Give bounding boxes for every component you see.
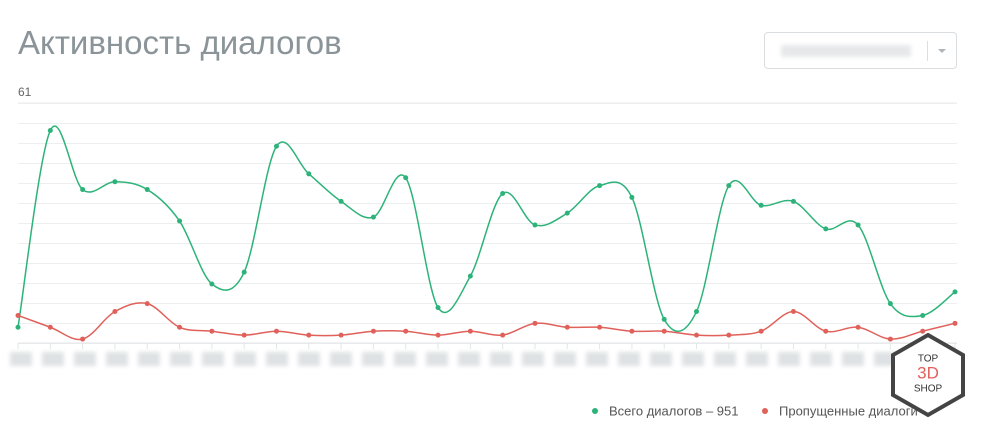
logo: TOP 3D SHOP bbox=[891, 332, 965, 418]
data-point bbox=[47, 128, 53, 134]
legend-label: Пропущенные диалоги bbox=[779, 403, 918, 418]
data-point bbox=[467, 273, 473, 279]
data-point bbox=[15, 312, 21, 318]
series-line bbox=[17, 302, 956, 341]
data-point bbox=[532, 320, 538, 326]
data-point bbox=[80, 187, 86, 193]
data-point bbox=[15, 324, 21, 330]
data-point bbox=[694, 332, 700, 338]
data-point bbox=[209, 328, 215, 334]
data-point bbox=[500, 332, 506, 338]
data-point bbox=[435, 332, 441, 338]
legend-marker bbox=[762, 408, 768, 414]
data-point bbox=[661, 316, 667, 322]
data-point bbox=[629, 194, 635, 200]
data-point bbox=[758, 202, 764, 208]
data-point bbox=[241, 332, 247, 338]
data-point bbox=[467, 328, 473, 334]
data-point bbox=[47, 324, 53, 330]
data-point bbox=[758, 328, 764, 334]
data-point bbox=[500, 190, 506, 196]
x-labels-blurred bbox=[10, 352, 900, 366]
data-point bbox=[403, 328, 409, 334]
period-select[interactable] bbox=[764, 32, 957, 69]
data-point bbox=[306, 332, 312, 338]
data-point bbox=[532, 222, 538, 228]
logo-text: TOP bbox=[918, 354, 939, 365]
data-point bbox=[790, 198, 796, 204]
data-point bbox=[887, 301, 893, 307]
data-point bbox=[726, 332, 732, 338]
data-point bbox=[920, 312, 926, 318]
data-point bbox=[403, 175, 409, 181]
y-tick-label: 61 bbox=[18, 85, 32, 99]
data-point bbox=[887, 336, 893, 342]
legend-label: Всего диалогов – 951 bbox=[609, 403, 738, 418]
select-value bbox=[781, 45, 911, 57]
chart-title: Активность диалогов bbox=[18, 24, 342, 61]
data-point bbox=[112, 309, 118, 315]
grid bbox=[18, 103, 957, 344]
data-point bbox=[629, 328, 635, 334]
data-point bbox=[564, 324, 570, 330]
data-point bbox=[952, 320, 958, 326]
logo-text: 3D bbox=[917, 363, 939, 382]
data-point bbox=[435, 305, 441, 311]
data-point bbox=[338, 332, 344, 338]
select-separator bbox=[927, 41, 928, 61]
data-point bbox=[661, 328, 667, 334]
data-point bbox=[952, 289, 958, 295]
data-point bbox=[144, 187, 150, 193]
data-point bbox=[177, 324, 183, 330]
data-point bbox=[790, 309, 796, 315]
data-point bbox=[273, 143, 279, 149]
data-point bbox=[823, 328, 829, 334]
data-point bbox=[564, 210, 570, 216]
logo-text: SHOP bbox=[914, 384, 943, 395]
data-point bbox=[209, 281, 215, 287]
data-point bbox=[694, 309, 700, 315]
data-point bbox=[855, 222, 861, 228]
select-caret bbox=[938, 49, 946, 57]
data-point bbox=[338, 198, 344, 204]
data-point bbox=[112, 179, 118, 185]
data-point bbox=[177, 218, 183, 224]
data-point bbox=[273, 328, 279, 334]
series-line bbox=[17, 125, 956, 332]
logo-hexagon bbox=[891, 332, 965, 418]
data-point bbox=[823, 226, 829, 232]
legend-marker bbox=[592, 408, 598, 414]
data-point bbox=[80, 336, 86, 342]
data-point bbox=[920, 328, 926, 334]
data-point bbox=[855, 324, 861, 330]
data-point bbox=[597, 183, 603, 189]
data-point bbox=[597, 324, 603, 330]
data-point bbox=[306, 171, 312, 177]
data-point bbox=[726, 183, 732, 189]
data-point bbox=[370, 214, 376, 220]
data-point bbox=[370, 328, 376, 334]
data-point bbox=[144, 301, 150, 307]
data-point bbox=[241, 269, 247, 275]
